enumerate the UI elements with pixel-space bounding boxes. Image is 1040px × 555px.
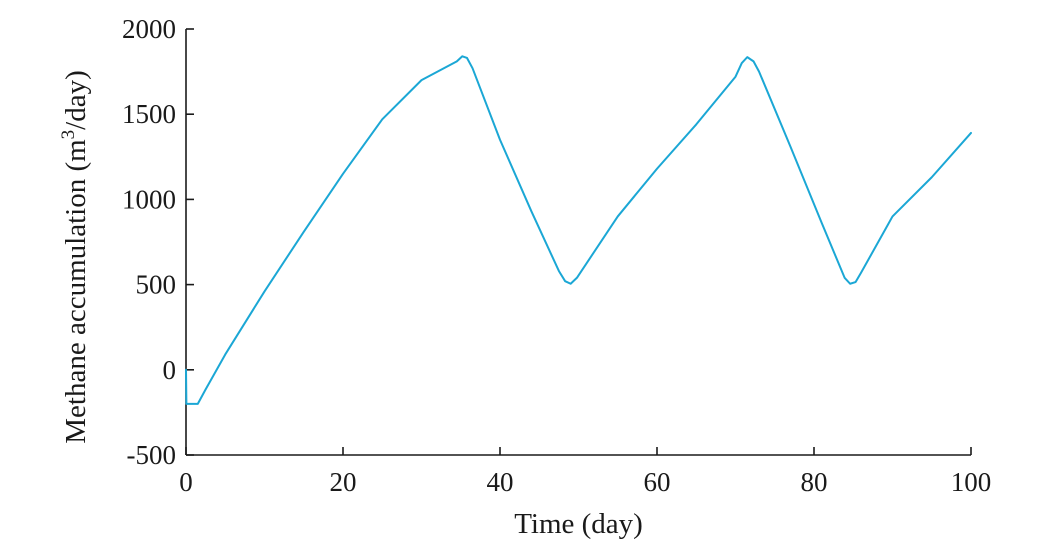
y-axis-title-unit: /day) <box>60 70 92 130</box>
y-tick-label: 1000 <box>122 184 176 214</box>
series-layer <box>185 55 972 405</box>
y-tick-label: 1500 <box>122 99 176 129</box>
y-tick-label: 0 <box>163 355 177 385</box>
series-line-1 <box>185 55 972 405</box>
y-tick-label: 2000 <box>122 14 176 44</box>
x-tick-label: 60 <box>644 467 671 497</box>
y-tick-label: -500 <box>127 440 177 470</box>
x-tick-label: 20 <box>330 467 357 497</box>
y-axis-title-superscript: 3 <box>58 130 79 140</box>
x-axis-title: Time (day) <box>514 508 643 540</box>
x-tick-label: 0 <box>179 467 193 497</box>
x-tick-label: 40 <box>487 467 514 497</box>
x-tick-label: 100 <box>951 467 992 497</box>
x-tick-label: 80 <box>801 467 828 497</box>
y-ticks: -500 0 500 1000 1500 2000 <box>122 14 194 470</box>
y-axis-title: Methane accumulation (m3/day) <box>58 70 92 443</box>
y-axis-title-main: Methane accumulation (m <box>60 139 92 444</box>
x-ticks: 0 20 40 60 80 100 <box>179 447 991 497</box>
axes <box>185 29 971 456</box>
y-tick-label: 500 <box>136 270 177 300</box>
